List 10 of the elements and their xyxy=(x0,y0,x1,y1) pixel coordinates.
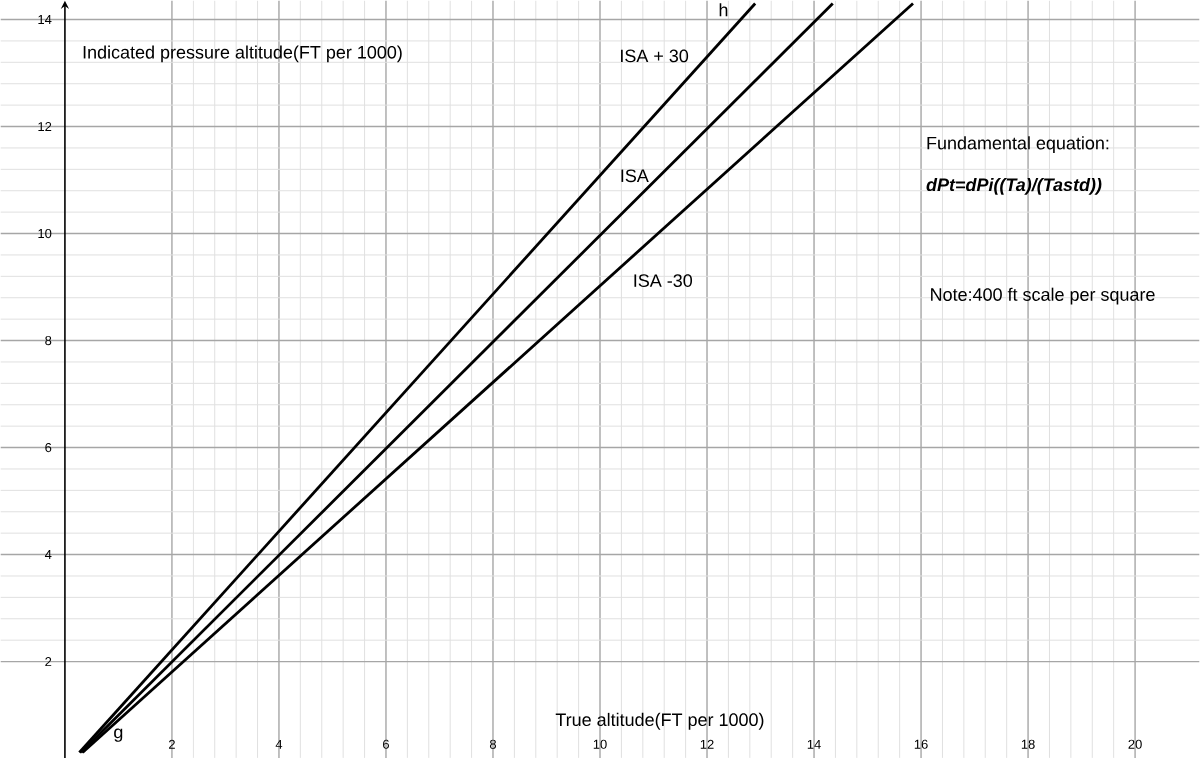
annotation: Note:400 ft scale per square xyxy=(931,287,1155,305)
y-axis-title: Indicated pressure altitude(FT per 1000) xyxy=(83,45,402,62)
series-label: ISA -30 xyxy=(634,273,693,287)
annotation: Fundamental equation: xyxy=(927,135,1109,153)
series-label: ISA + 30 xyxy=(621,49,689,62)
annotation: g xyxy=(114,728,123,742)
x-axis-title: True altitude(FT per 1000) xyxy=(555,712,764,730)
annotation: dPt=dPi((Ta)/(Tastd)) xyxy=(926,177,1102,195)
series-label: ISA xyxy=(621,169,649,182)
annotation: h xyxy=(719,2,728,16)
